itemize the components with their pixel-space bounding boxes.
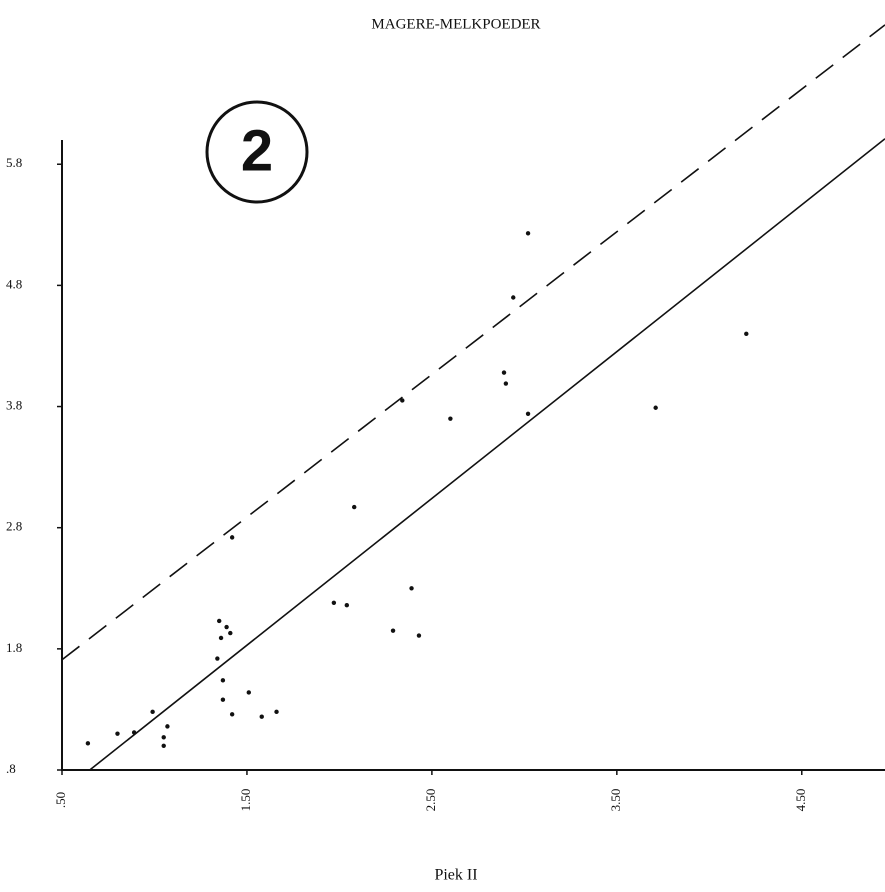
point [501,370,507,375]
annotation: 2 [241,118,273,183]
point [331,600,337,606]
y-tick-label: 4.8 [6,276,22,291]
point [165,724,170,729]
point [246,690,251,695]
point [416,633,422,638]
x-tick-label: .50 [53,792,68,808]
x-tick-label: 1.50 [238,789,253,812]
point [390,628,396,633]
chart-title: MAGERE-MELKPOEDER [371,16,540,32]
point [217,618,222,624]
point [409,586,414,591]
point [150,709,155,715]
y-tick-label: 3.8 [6,398,22,413]
point [400,398,405,403]
point [229,712,235,717]
point [218,635,224,641]
annotation-circle [205,100,309,204]
point [259,714,264,719]
point [224,624,229,630]
point [220,697,226,702]
y-tick-label: 2.8 [6,519,22,534]
y-tick-label: .8 [6,761,16,776]
solid-line [89,138,885,771]
point [85,741,91,746]
point [511,295,516,300]
point [229,535,235,540]
point [274,709,279,715]
point [220,678,226,683]
y-tick-label: 5.8 [6,155,22,170]
point [352,504,357,510]
point [161,743,166,748]
point [448,416,453,421]
point [653,405,658,410]
dashed-line [61,24,885,661]
point [525,411,531,417]
y-tick-label: 1.8 [6,640,22,655]
point [215,656,220,661]
point [161,735,166,740]
x-tick-label: 4.50 [793,789,808,812]
point [344,603,350,608]
x-tick-label: 2.50 [423,789,438,812]
point [131,730,137,735]
x-tick-label: 3.50 [608,789,623,812]
point [115,731,120,736]
point [228,630,233,636]
point [503,381,509,386]
point [525,231,531,236]
point [744,331,749,337]
x-axis-label: Piek II [434,867,477,884]
